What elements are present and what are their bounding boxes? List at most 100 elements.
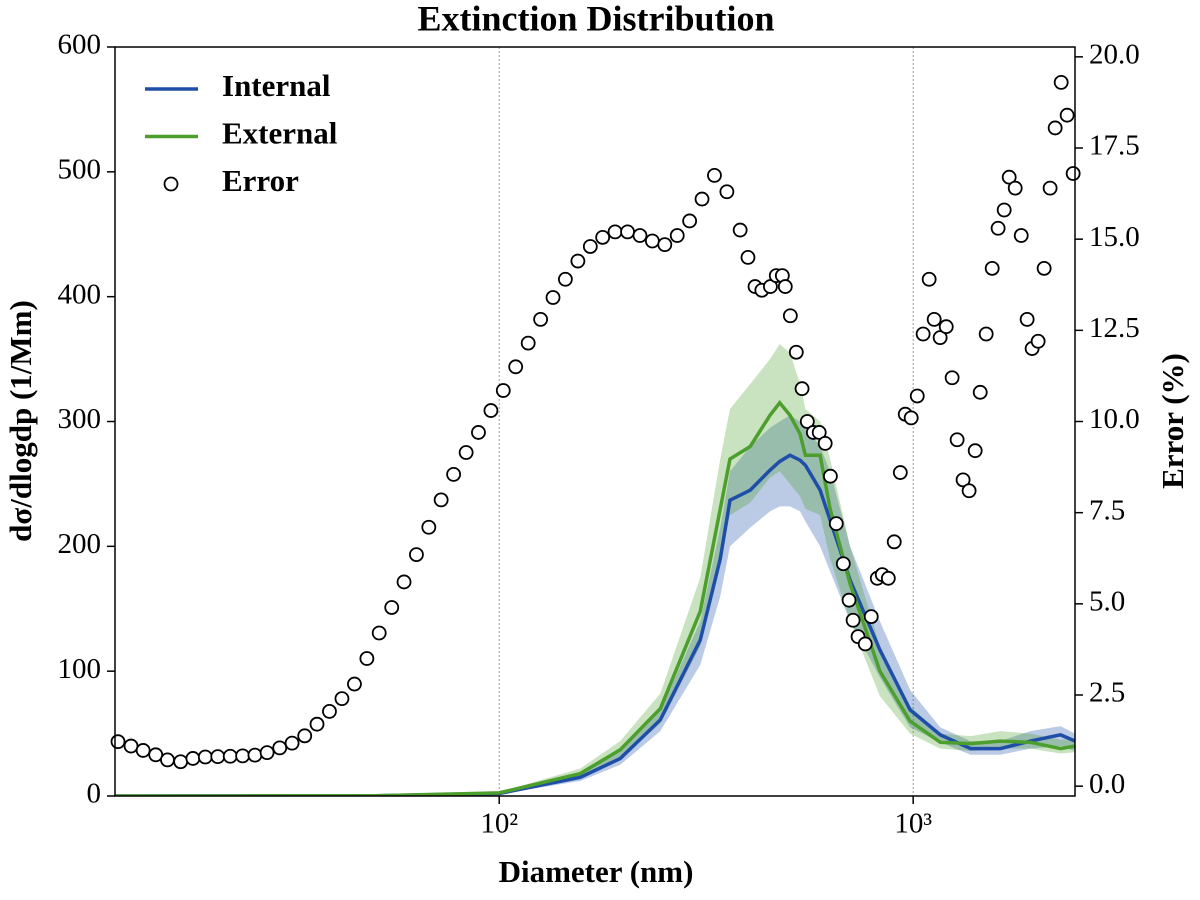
error-point [777, 279, 793, 294]
error-point [185, 751, 201, 766]
error-point [173, 754, 189, 770]
error-point [495, 383, 511, 398]
error-point [794, 381, 810, 397]
error-point [903, 410, 919, 426]
error-point [384, 600, 400, 615]
error-point [921, 271, 937, 287]
chart-title: Extinction Distribution [417, 0, 774, 38]
error-point [938, 319, 954, 335]
y-tick-label: 400 [58, 278, 102, 310]
error-point [886, 534, 902, 550]
error-point [967, 443, 983, 459]
error-point [1030, 333, 1046, 349]
error-point [984, 260, 1000, 276]
error-point [259, 745, 275, 761]
error-point [620, 224, 635, 240]
error-point [595, 229, 611, 245]
error-point [892, 465, 908, 480]
error-point [632, 228, 648, 243]
y2-tick-label: 7.5 [1089, 494, 1125, 526]
error-point [1007, 180, 1023, 196]
error-point [955, 472, 971, 488]
error-point [1053, 74, 1069, 90]
error-point [359, 651, 375, 666]
error-point [909, 388, 925, 404]
legend: Internal External Error [145, 68, 338, 198]
error-point [1042, 180, 1058, 196]
y-tick-label: 500 [58, 153, 102, 185]
error-point [210, 749, 226, 765]
y2-tick-label: 12.5 [1089, 312, 1140, 344]
legend-marker [163, 176, 179, 192]
error-point [197, 749, 213, 765]
error-point [309, 716, 325, 732]
error-point [322, 704, 337, 719]
error-point [961, 483, 977, 499]
y-tick-label: 100 [58, 653, 102, 685]
error-point [1047, 120, 1063, 136]
error-point [471, 425, 486, 440]
error-point [863, 609, 879, 624]
error-point [811, 425, 827, 440]
y2-tick-label: 17.5 [1089, 130, 1140, 162]
error-point [607, 224, 623, 240]
error-point [222, 748, 238, 764]
lines [115, 399, 1075, 796]
error-point [458, 445, 474, 460]
error-point [1013, 228, 1029, 243]
error-point [932, 330, 948, 346]
error-point [1059, 107, 1075, 123]
error-point [880, 570, 896, 586]
points [110, 74, 1081, 770]
legend-label: Error [222, 163, 299, 198]
uncertainty-band [115, 415, 1075, 796]
error-point [788, 344, 804, 360]
error-point [915, 326, 931, 342]
error-point [990, 220, 1006, 236]
error-point [732, 222, 748, 238]
error-point [828, 516, 844, 532]
error-point [409, 547, 424, 562]
y2-tick-label: 15.0 [1089, 221, 1140, 253]
x-tick-label: 10² [480, 808, 518, 840]
series-line [115, 399, 1075, 796]
y2-tick-label: 0.0 [1089, 768, 1125, 800]
error-point [822, 468, 838, 484]
y-tick-label: 300 [58, 403, 102, 435]
error-point [533, 311, 549, 327]
error-point [996, 202, 1012, 218]
error-point [582, 239, 598, 254]
error-point [520, 335, 536, 351]
error-point [972, 384, 988, 400]
error-point [817, 435, 833, 451]
series-line [115, 453, 1075, 796]
error-point [446, 466, 462, 482]
x-axis-label: Diameter (nm) [499, 854, 694, 889]
plot-frame [114, 46, 1076, 797]
y2-tick-label: 20.0 [1089, 39, 1140, 71]
y2-axis-label: Error (%) [1155, 353, 1190, 489]
error-point [284, 735, 300, 751]
error-point [135, 743, 151, 758]
error-point [657, 237, 673, 253]
x-tick-label: 10³ [894, 808, 932, 840]
error-point [669, 228, 685, 243]
error-point [926, 311, 942, 327]
error-point [682, 213, 698, 229]
error-point [1036, 260, 1052, 276]
error-point [347, 676, 362, 692]
legend-label: Internal [222, 68, 331, 103]
error-point [396, 574, 412, 590]
error-point [845, 612, 861, 628]
error-point [334, 691, 350, 707]
y-tick-label: 600 [58, 29, 102, 61]
error-point [1001, 169, 1017, 185]
y2-tick-label: 2.5 [1089, 677, 1125, 709]
error-point [160, 752, 175, 768]
y-tick-label: 0 [87, 778, 102, 810]
error-point [570, 253, 586, 269]
error-point [694, 191, 710, 207]
error-point [978, 326, 994, 342]
